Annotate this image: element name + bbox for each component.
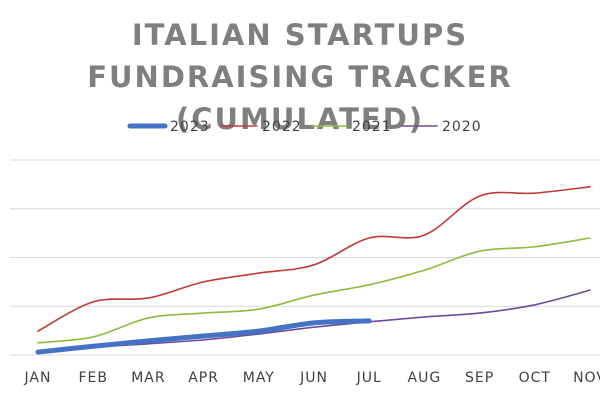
x-tick-label: FEB [78, 370, 108, 386]
legend-label: 2022 [262, 119, 302, 135]
x-tick-label: APR [188, 370, 219, 386]
series-line [37, 237, 591, 344]
chart-title: ITALIAN STARTUPS FUNDRAISING TRACKER (CU… [87, 18, 513, 136]
x-tick-label: JUN [299, 370, 328, 386]
legend-label: 2020 [442, 119, 482, 135]
legend-label: 2021 [352, 119, 392, 135]
x-tick-label: NOV [573, 370, 600, 386]
x-tick-label: OCT [519, 370, 551, 386]
x-tick-label: JUL [356, 370, 382, 386]
x-tick-label: SEP [465, 370, 494, 386]
x-tick-label: AUG [408, 370, 442, 386]
legend-label: 2023 [170, 119, 210, 135]
x-tick-label: JAN [24, 370, 52, 386]
x-tick-label: MAY [243, 370, 275, 386]
x-tick-label: MAR [131, 370, 165, 386]
series-line [37, 186, 591, 332]
series-line [35, 318, 372, 355]
